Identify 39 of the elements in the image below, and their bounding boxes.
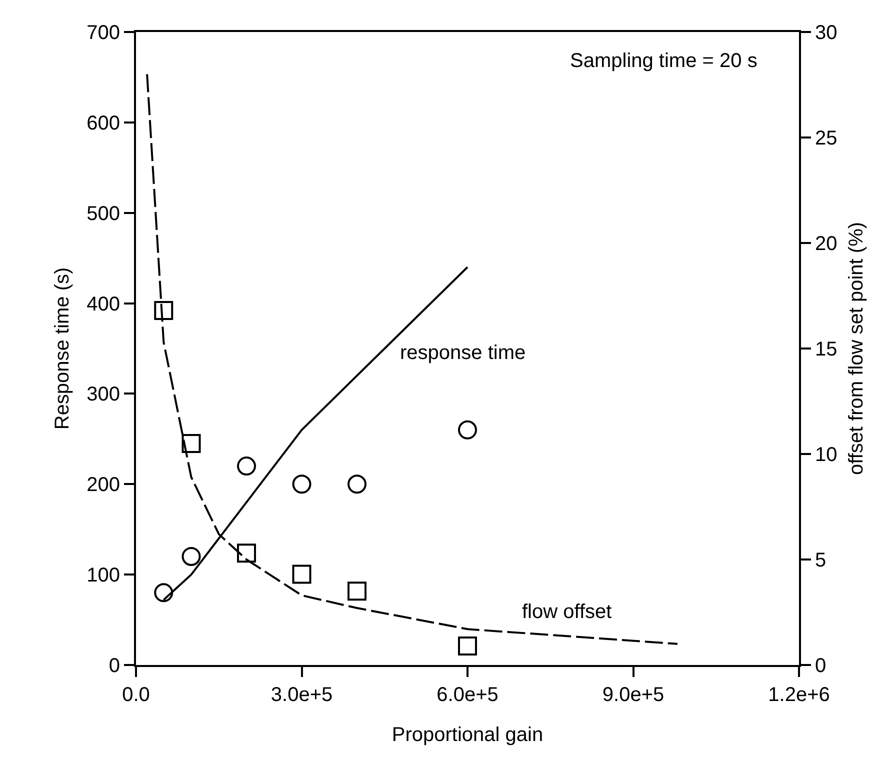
- annotation: flow offset: [522, 601, 612, 623]
- point: [182, 546, 201, 566]
- point: [458, 420, 477, 440]
- point: [292, 564, 312, 584]
- y2-tick-label: 30: [815, 22, 838, 44]
- y2-tick-label: 15: [815, 338, 838, 360]
- y-tick-label: 700: [86, 22, 120, 44]
- y-tick-label: 200: [86, 474, 120, 496]
- y2-tick-label: 5: [815, 550, 826, 572]
- annotation: Sampling time = 20 s: [570, 50, 758, 72]
- y2-tick-label: 0: [815, 655, 826, 677]
- point: [458, 636, 477, 656]
- y-tick-label: 600: [86, 112, 120, 134]
- y-tick-label: 300: [86, 384, 120, 406]
- line-series: [146, 73, 678, 645]
- point: [292, 474, 312, 494]
- x-tick-label: 9.0e+5: [602, 684, 664, 706]
- x-tick-label: 0.0: [122, 684, 150, 706]
- annotation: response time: [400, 342, 526, 364]
- y2-axis-title: offset from flow set point (%): [845, 222, 868, 476]
- point: [182, 434, 201, 453]
- y-tick-label: 400: [86, 293, 120, 316]
- y-axis-title: Response time (s): [52, 267, 74, 430]
- x-tick-label: 1.2e+6: [768, 684, 830, 706]
- y-tick-label: 100: [86, 564, 120, 587]
- point: [348, 582, 366, 601]
- y2-tick-label: 20: [815, 233, 838, 255]
- point: [237, 544, 256, 563]
- y-tick-label: 500: [86, 202, 120, 225]
- y-tick-label: 0: [108, 655, 120, 677]
- x-tick-label: 3.0e+5: [270, 684, 333, 706]
- y2-tick-label: 10: [815, 444, 838, 466]
- x-tick-label: 6.0e+5: [436, 684, 498, 706]
- point: [154, 583, 174, 602]
- point: [348, 474, 366, 494]
- y2-tick-label: 25: [815, 128, 838, 150]
- point: [237, 456, 256, 476]
- point: [154, 301, 174, 320]
- x-axis-title: Proportional gain: [392, 724, 544, 746]
